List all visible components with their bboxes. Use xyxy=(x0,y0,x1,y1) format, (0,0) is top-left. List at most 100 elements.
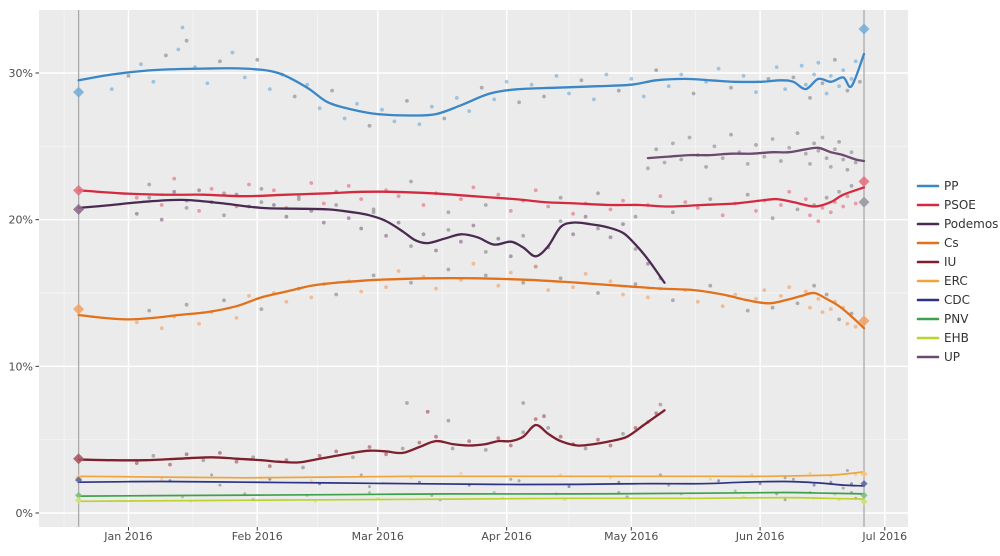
poll-dot xyxy=(483,250,488,254)
poll-dot xyxy=(608,235,613,240)
poll-dot xyxy=(716,66,721,71)
poll-dot xyxy=(787,189,792,194)
poll-dot xyxy=(542,414,546,419)
result-diamond-pnv-dec2015 xyxy=(75,491,83,499)
poll-dot xyxy=(201,458,206,463)
poll-dot xyxy=(824,292,829,297)
poll-dot xyxy=(184,452,189,457)
poll-dot xyxy=(284,299,289,304)
poll-dot xyxy=(583,446,588,451)
poll-dot xyxy=(816,148,821,153)
poll-dot xyxy=(558,219,563,224)
poll-dot xyxy=(342,116,347,121)
poll-dot xyxy=(754,90,758,94)
result-diamond-pnv-jun2016 xyxy=(860,491,868,499)
poll-dot xyxy=(521,430,526,435)
poll-dot xyxy=(841,204,846,209)
poll-dot xyxy=(396,269,401,273)
poll-dot xyxy=(247,182,251,187)
poll-dot xyxy=(795,207,800,212)
poll-dot xyxy=(679,157,684,162)
poll-dot xyxy=(272,188,276,193)
y-axis-label: 0% xyxy=(16,507,33,520)
poll-dot xyxy=(579,78,584,83)
poll-dot xyxy=(134,461,139,465)
poll-dot xyxy=(184,206,189,210)
legend-label-ehb: EHB xyxy=(944,331,969,345)
poll-dot xyxy=(218,59,222,64)
poll-dot xyxy=(766,77,771,81)
poll-dot xyxy=(392,119,397,124)
poll-dot xyxy=(770,216,775,221)
poll-dot xyxy=(853,324,858,329)
poll-dot xyxy=(517,479,521,483)
poll-dot xyxy=(812,283,816,288)
poll-dot xyxy=(646,166,650,171)
poll-dot xyxy=(317,453,322,458)
poll-dot xyxy=(184,38,189,43)
poll-dot xyxy=(446,418,451,423)
poll-dot xyxy=(558,434,563,439)
x-axis-label: Jul 2016 xyxy=(861,530,907,543)
poll-dot xyxy=(837,189,841,194)
legend-item-psoe: PSOE xyxy=(916,198,976,212)
poll-dot xyxy=(803,82,808,87)
poll-dot xyxy=(770,305,775,310)
poll-dot xyxy=(172,176,177,181)
poll-dot xyxy=(621,222,625,227)
poll-dot xyxy=(139,62,143,67)
poll-dot xyxy=(242,75,247,80)
poll-dot xyxy=(621,292,625,297)
poll-dot xyxy=(197,188,202,193)
poll-dot xyxy=(571,285,575,289)
y-axis-label: 10% xyxy=(9,360,33,373)
poll-dot xyxy=(309,295,314,300)
poll-dot xyxy=(671,210,675,215)
poll-dot xyxy=(434,434,438,439)
poll-dot xyxy=(496,236,501,241)
poll-dot xyxy=(400,446,405,451)
result-diamond-ehb-dec2015 xyxy=(75,496,83,504)
result-diamond-cs-jun2016 xyxy=(858,315,870,327)
poll-dot xyxy=(359,197,364,202)
poll-dot xyxy=(783,87,787,91)
poll-dot xyxy=(571,232,575,237)
poll-dot xyxy=(666,84,671,89)
result-diamond-psoe-jun2016 xyxy=(858,176,870,188)
poll-dot xyxy=(758,482,762,486)
poll-dot xyxy=(779,159,783,163)
poll-dot xyxy=(446,267,451,272)
poll-dot xyxy=(633,247,638,251)
poll-dot xyxy=(741,74,746,78)
x-axis-label: May 2016 xyxy=(604,530,658,543)
poll-dot xyxy=(384,285,388,289)
poll-dot xyxy=(197,321,202,326)
poll-dot xyxy=(134,211,139,216)
poll-dot xyxy=(762,154,767,159)
poll-dot xyxy=(334,203,339,207)
legend-item-iu: IU xyxy=(916,255,956,269)
poll-dot xyxy=(658,194,663,199)
poll-dot xyxy=(783,476,787,480)
y-axis-label: 20% xyxy=(9,214,33,227)
poll-dot xyxy=(812,141,816,146)
poll-dot xyxy=(176,47,181,52)
poll-dot xyxy=(251,455,256,460)
poll-dot xyxy=(368,485,371,489)
poll-dot xyxy=(691,91,696,96)
polls-pp xyxy=(109,25,862,128)
poll-dot xyxy=(812,483,816,487)
poll-dot xyxy=(808,471,812,475)
poll-dot xyxy=(434,248,438,253)
poll-dot xyxy=(205,81,210,86)
poll-dot xyxy=(517,100,521,105)
poll-dot xyxy=(754,143,758,147)
poll-dot xyxy=(762,288,767,292)
legend: PP PSOE Podemos Cs IU ERC CDC PNV EHB UP xyxy=(916,179,998,364)
poll-dot xyxy=(546,426,551,430)
plot-panel xyxy=(39,10,908,527)
poll-dot xyxy=(850,482,853,486)
trend-line-cdc xyxy=(77,480,865,487)
poll-dot xyxy=(571,211,575,216)
poll-dot xyxy=(671,298,675,303)
